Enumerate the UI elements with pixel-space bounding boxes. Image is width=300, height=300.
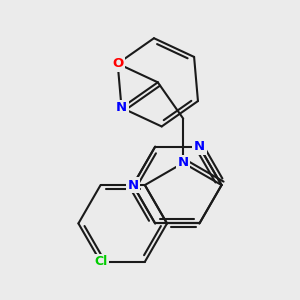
Text: Cl: Cl <box>94 255 107 268</box>
Text: N: N <box>128 178 139 192</box>
Text: N: N <box>194 140 205 153</box>
Text: N: N <box>116 101 127 114</box>
Text: O: O <box>112 57 123 70</box>
Text: N: N <box>178 156 189 170</box>
